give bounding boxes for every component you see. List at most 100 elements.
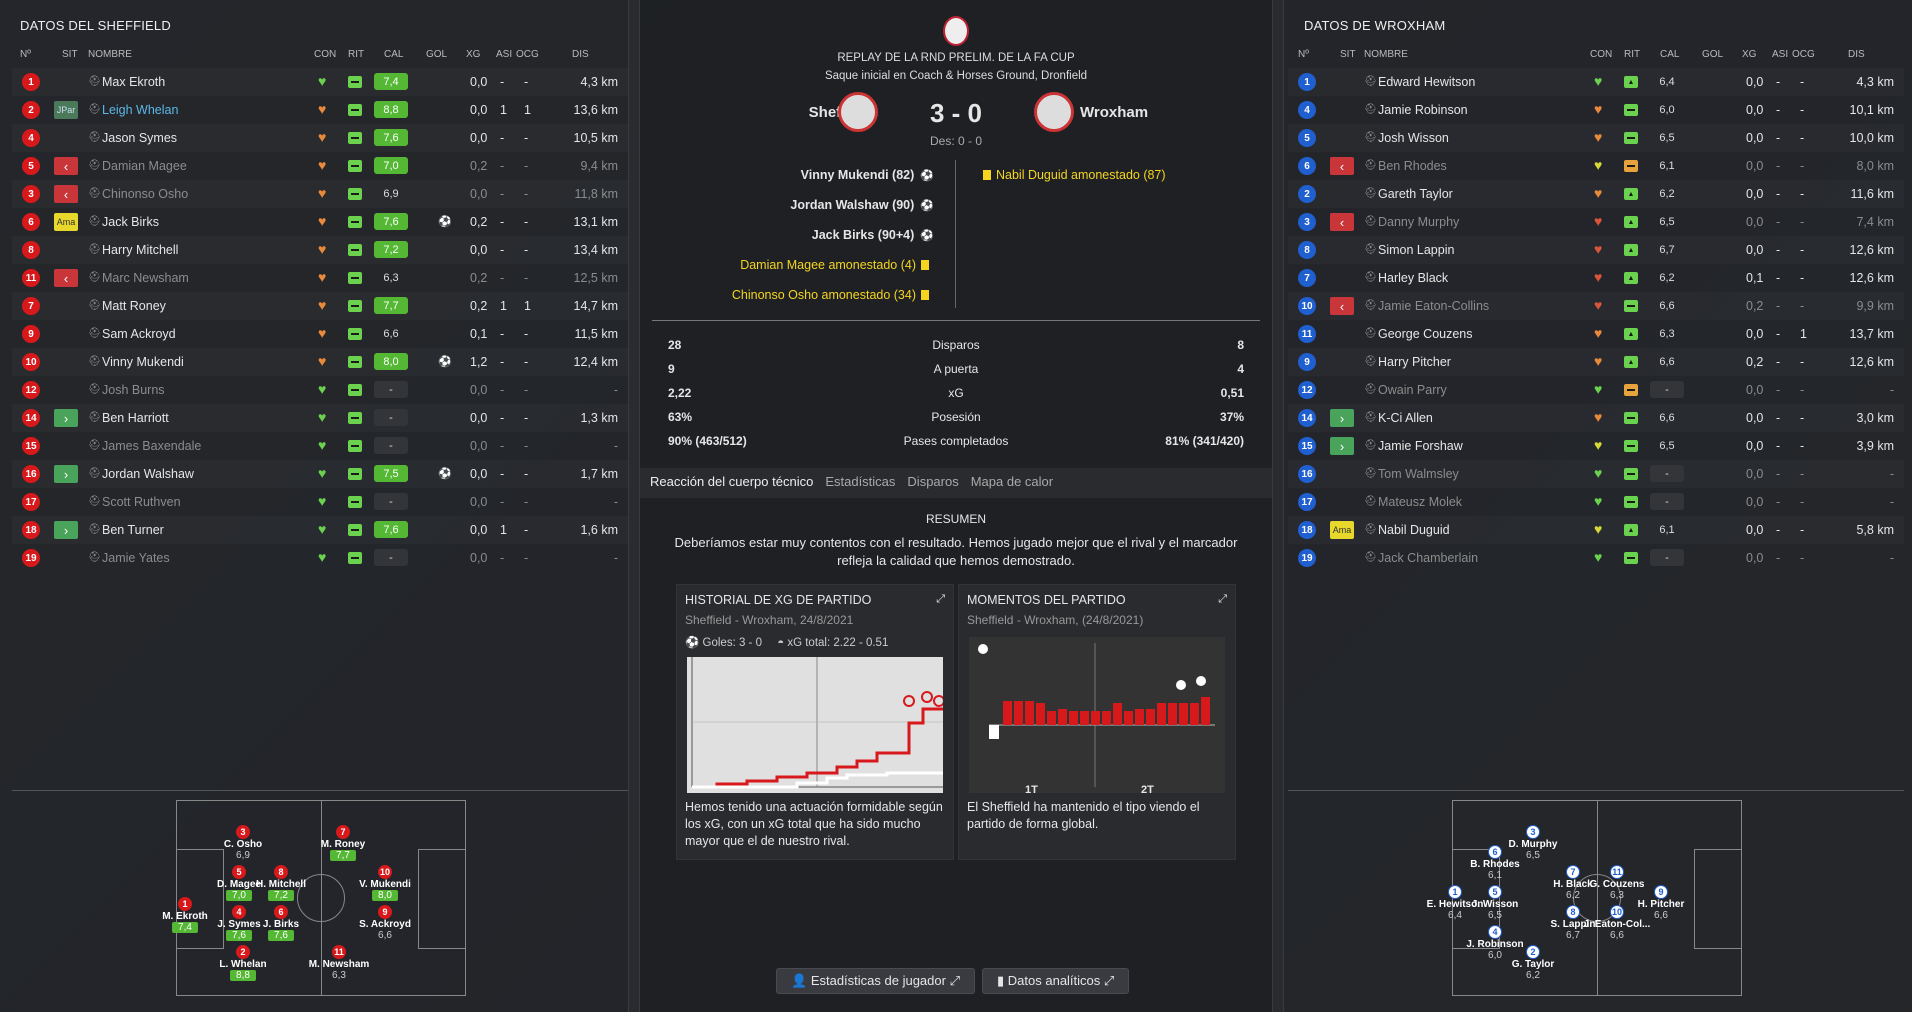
player-row[interactable]: 3 ‹ ⛑ Chinonso Osho ♥ 6,9 0,0- -11,8 km	[12, 180, 628, 208]
pitch-player[interactable]: 3 D. Murphy 6,5	[1498, 825, 1568, 861]
tab-3[interactable]: Mapa de calor	[970, 474, 1054, 489]
player-row[interactable]: 3‹⛑Danny Murphy♥6,50,0--7,4 km	[1288, 208, 1904, 236]
player-name[interactable]: Jamie Robinson	[1378, 103, 1468, 117]
player-row[interactable]: 16 ⛑ Tom Walmsley ♥ -0,0- - -	[1288, 460, 1904, 488]
away-team-name[interactable]: Wroxham	[1080, 104, 1149, 121]
col-ocg[interactable]: OCG	[1792, 49, 1815, 60]
pitch-player[interactable]: 7 H. Black 6,2	[1538, 865, 1608, 901]
player-name[interactable]: Jack Chamberlain	[1378, 551, 1479, 565]
player-name[interactable]: Nabil Duguid	[1378, 523, 1450, 537]
player-row[interactable]: 19 ⛑ Jack Chamberlain ♥ -0,0- - -	[1288, 544, 1904, 572]
player-name[interactable]: Harry Pitcher	[1378, 355, 1451, 369]
pitch-player[interactable]: 5 J. Wisson 6,5	[1460, 885, 1530, 921]
player-name[interactable]: Vinny Mukendi	[102, 355, 184, 369]
player-name[interactable]: Jamie Eaton-Collins	[1378, 299, 1490, 313]
player-name[interactable]: James Baxendale	[102, 439, 202, 453]
col-num[interactable]: Nº	[1298, 49, 1309, 60]
col-gol[interactable]: GOL	[1702, 49, 1724, 60]
pitch-player[interactable]: 11 M. Newsham 6,3	[304, 945, 374, 981]
pitch-player[interactable]: 2 L. Whelan 8,8	[208, 945, 278, 981]
pitch-player[interactable]: 3 C. Osho 6,9	[208, 825, 278, 861]
pitch-player[interactable]: 6 B. Rhodes 6,1	[1460, 845, 1530, 881]
player-name[interactable]: Josh Burns	[102, 383, 165, 397]
player-row[interactable]: 10 ⛑ Vinny Mukendi ♥ 8,0 ⚽ 1,2- -12,4 km	[12, 348, 628, 376]
expand-icon[interactable]: ⤢	[936, 593, 945, 605]
player-row[interactable]: 10 ‹ ⛑ Jamie Eaton-Collins ♥ 6,6 0,2- -9,9 km	[1288, 292, 1904, 320]
col-gol[interactable]: GOL	[426, 49, 448, 60]
player-row[interactable]: 14 › ⛑ K-Ci Allen ♥ 6,6 0,0- -3,0 km	[1288, 404, 1904, 432]
player-name[interactable]: Jamie Forshaw	[1378, 439, 1463, 453]
pitch-player[interactable]: 4 J. Symes 7,6	[204, 905, 274, 941]
col-nombre[interactable]: NOMBRE	[88, 49, 132, 60]
col-asi[interactable]: ASI	[1772, 49, 1789, 60]
pitch-player[interactable]: 6 J. Birks 7,6	[246, 905, 316, 941]
player-name[interactable]: Tom Walmsley	[1378, 467, 1459, 481]
tab-2[interactable]: Disparos	[907, 474, 959, 489]
player-name[interactable]: Mateusz Molek	[1378, 495, 1463, 509]
player-name[interactable]: Owain Parry	[1378, 383, 1447, 397]
player-name[interactable]: Jordan Walshaw	[102, 467, 194, 481]
player-name[interactable]: Ben Rhodes	[1378, 159, 1447, 173]
player-row[interactable]: 7⛑Harley Black♥6,20,1--12,6 km	[1288, 264, 1904, 292]
col-dis[interactable]: DIS	[572, 49, 589, 60]
player-stats-button[interactable]: 👤 Estadísticas de jugador ⤢	[776, 968, 975, 994]
player-name[interactable]: Damian Magee	[102, 159, 187, 173]
player-name[interactable]: Chinonso Osho	[102, 187, 189, 201]
player-name[interactable]: Jack Birks	[102, 215, 159, 229]
col-xg[interactable]: XG	[466, 49, 481, 60]
player-row[interactable]: 2 JPar ⛑ Leigh Whelan ♥ 8,8 0,0 1 1 13,6 km	[12, 96, 628, 124]
col-ocg[interactable]: OCG	[516, 49, 539, 60]
player-row[interactable]: 5 ⛑ Josh Wisson ♥ 6,5 0,0- -10,0 km	[1288, 124, 1904, 152]
player-name[interactable]: Leigh Whelan	[102, 103, 179, 117]
pitch-player[interactable]: 9 S. Ackroyd 6,6	[350, 905, 420, 941]
player-row[interactable]: 18 › ⛑ Ben Turner ♥ 7,6 0,0 1 - 1,6 km	[12, 516, 628, 544]
player-row[interactable]: 6 ‹ ⛑ Ben Rhodes ♥ 6,1 0,0- -8,0 km	[1288, 152, 1904, 180]
col-con[interactable]: CON	[314, 49, 337, 60]
player-row[interactable]: 12 ⛑ Owain Parry ♥ -0,0- - -	[1288, 376, 1904, 404]
player-row[interactable]: 5 ‹ ⛑ Damian Magee ♥ 7,0 0,2- -9,4 km	[12, 152, 628, 180]
col-num[interactable]: Nº	[20, 49, 31, 60]
player-row[interactable]: 4 ⛑ Jason Symes ♥ 7,6 0,0- -10,5 km	[12, 124, 628, 152]
col-asi[interactable]: ASI	[496, 49, 513, 60]
player-name[interactable]: Ben Harriott	[102, 411, 169, 425]
player-row[interactable]: 9⛑Harry Pitcher♥6,60,2--12,6 km	[1288, 348, 1904, 376]
tab-1[interactable]: Estadísticas	[825, 474, 896, 489]
player-name[interactable]: Jamie Yates	[102, 551, 170, 565]
player-row[interactable]: 7 ⛑ Matt Roney ♥ 7,7 0,2 1 1 14,7 km	[12, 292, 628, 320]
pitch-player[interactable]: 9 H. Pitcher 6,6	[1626, 885, 1696, 921]
pitch-player[interactable]: 10 V. Mukendi 8,0	[350, 865, 420, 901]
pitch-player[interactable]: 10 J. Eaton-Col... 6,6	[1582, 905, 1652, 941]
pitch-player[interactable]: 8 H. Mitchell 7,2	[246, 865, 316, 901]
player-name[interactable]: Simon Lappin	[1378, 243, 1455, 257]
player-name[interactable]: K-Ci Allen	[1378, 411, 1433, 425]
col-sit[interactable]: SIT	[1340, 49, 1356, 60]
col-xg[interactable]: XG	[1742, 49, 1757, 60]
pitch-player[interactable]: 5 D. Magee 7,0	[204, 865, 274, 901]
pitch-player[interactable]: 8 S. Lappin 6,7	[1538, 905, 1608, 941]
pitch-player[interactable]: 1 E. Hewitson 6,4	[1420, 885, 1490, 921]
away-team-crest[interactable]	[1034, 92, 1074, 132]
expand-icon[interactable]: ⤢	[1218, 593, 1227, 605]
player-name[interactable]: Gareth Taylor	[1378, 187, 1453, 201]
pitch-player[interactable]: 4 J. Robinson 6,0	[1460, 925, 1530, 961]
col-cal[interactable]: CAL	[384, 49, 404, 60]
player-row[interactable]: 19 ⛑ Jamie Yates ♥ -0,0- - -	[12, 544, 628, 572]
pitch-player[interactable]: 2 G. Taylor 6,2	[1498, 945, 1568, 981]
player-row[interactable]: 17 ⛑ Mateusz Molek ♥ -0,0- - -	[1288, 488, 1904, 516]
player-row[interactable]: 1⛑Edward Hewitson♥6,40,0--4,3 km	[1288, 68, 1904, 96]
col-cal[interactable]: CAL	[1660, 49, 1680, 60]
player-name[interactable]: Marc Newsham	[102, 271, 189, 285]
player-row[interactable]: 1 ⛑ Max Ekroth ♥ 7,4 0,0- -4,3 km	[12, 68, 628, 96]
player-row[interactable]: 9 ⛑ Sam Ackroyd ♥ 6,6 0,1- -11,5 km	[12, 320, 628, 348]
player-name[interactable]: Max Ekroth	[102, 75, 166, 89]
player-row[interactable]: 6 Ama ⛑ Jack Birks ♥ 7,6 ⚽ 0,2- -13,1 km	[12, 208, 628, 236]
player-name[interactable]: Ben Turner	[102, 523, 164, 537]
player-name[interactable]: Harley Black	[1378, 271, 1449, 285]
player-name[interactable]: George Couzens	[1378, 327, 1473, 341]
player-name[interactable]: Danny Murphy	[1378, 215, 1460, 229]
player-row[interactable]: 11 ‹ ⛑ Marc Newsham ♥ 6,3 0,2- -12,5 km	[12, 264, 628, 292]
player-row[interactable]: 16 › ⛑ Jordan Walshaw ♥ 7,5 ⚽ 0,0- -1,7 km	[12, 460, 628, 488]
tab-0[interactable]: Reacción del cuerpo técnico	[650, 474, 814, 489]
col-dis[interactable]: DIS	[1848, 49, 1865, 60]
